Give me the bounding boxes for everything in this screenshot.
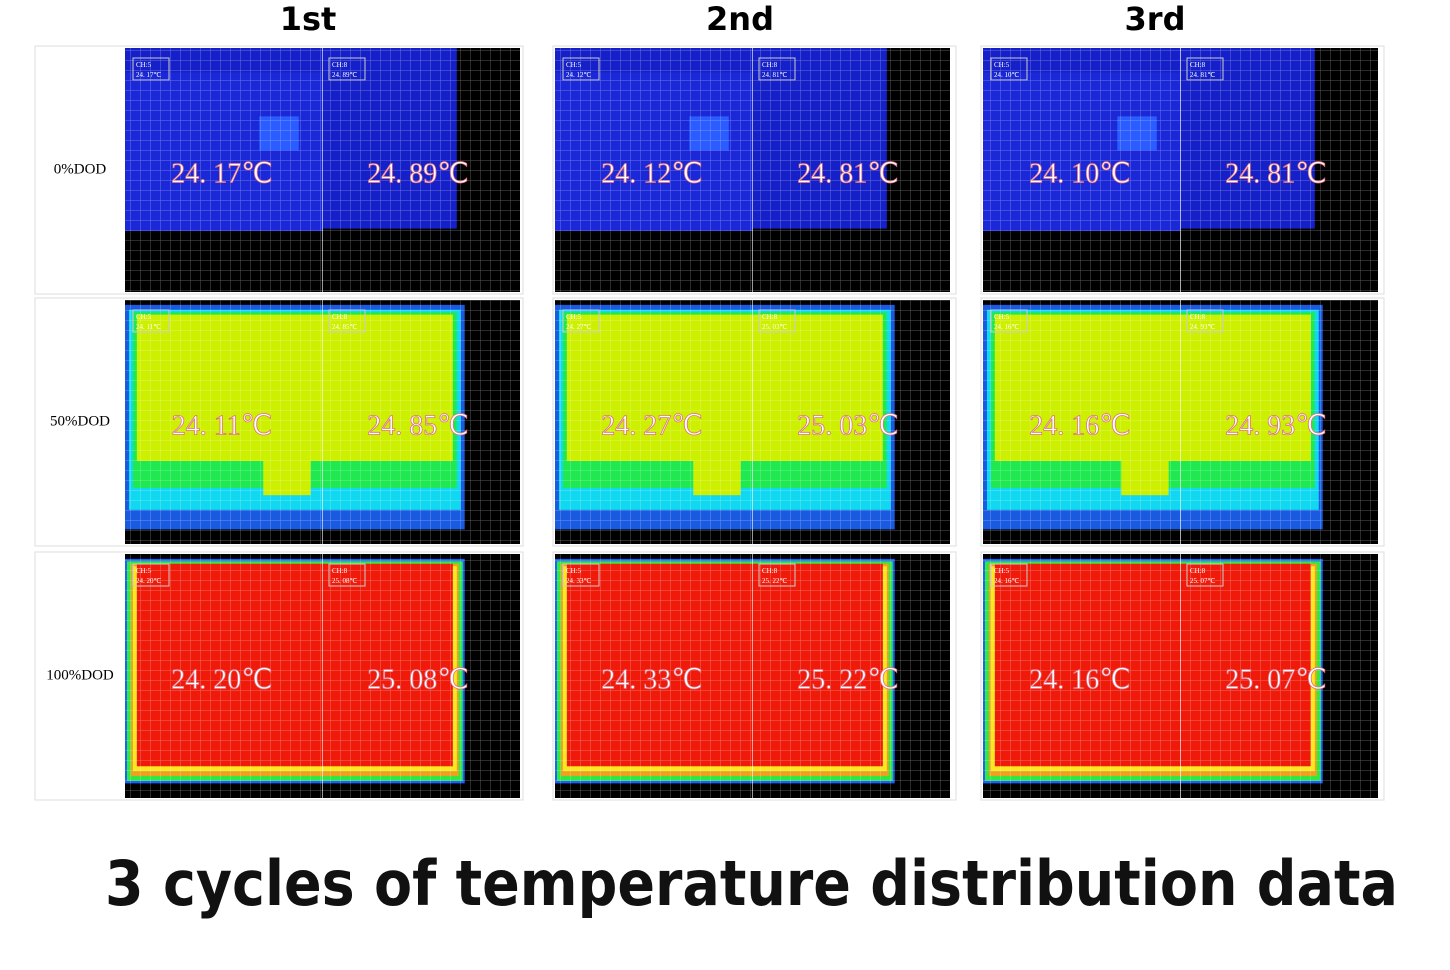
channel-box [758, 57, 796, 81]
column-header: 3rd [1125, 0, 1186, 38]
channel-temp: 24. 81℃ [762, 71, 788, 79]
channel-box [328, 563, 366, 587]
row-label: 50%DOD [50, 413, 110, 429]
channel-name: CH:8 [332, 567, 348, 575]
channel-box [1186, 309, 1224, 333]
channel-name: CH:5 [994, 567, 1010, 575]
temperature: 25. 07℃ [1225, 664, 1326, 695]
channel-name: CH:5 [566, 313, 582, 321]
channel-box [132, 563, 170, 587]
column-header: 2nd [706, 0, 774, 38]
channel-box [758, 563, 796, 587]
channel-name: CH:5 [136, 313, 152, 321]
channel-temp: 24. 11℃ [136, 323, 161, 331]
channel-temp: 24. 10℃ [994, 71, 1020, 79]
temperature: 24. 20℃ [171, 664, 272, 695]
channel-temp: 25. 08℃ [332, 577, 358, 585]
temperature: 24. 17℃ [171, 158, 272, 189]
row-label: 100%DOD [46, 667, 114, 683]
temperature: 24. 16℃ [1029, 664, 1130, 695]
channel-name: CH:8 [1190, 567, 1206, 575]
temperature: 24. 27℃ [601, 410, 702, 441]
channel-box [990, 309, 1028, 333]
column-header: 1st [280, 0, 337, 38]
channel-temp: 25. 07℃ [1190, 577, 1216, 585]
temperature: 24. 89℃ [367, 158, 468, 189]
channel-temp: 24. 20℃ [136, 577, 162, 585]
channel-name: CH:5 [994, 61, 1010, 69]
channel-name: CH:8 [762, 61, 778, 69]
temperature: 24. 85℃ [367, 410, 468, 441]
channel-temp: 24. 16℃ [994, 323, 1020, 331]
row-label: 0%DOD [54, 161, 107, 177]
channel-temp: 24. 93℃ [1190, 323, 1216, 331]
temperature: 24. 11℃ [172, 410, 272, 441]
temperature: 24. 33℃ [601, 664, 702, 695]
channel-box [1186, 563, 1224, 587]
channel-box [990, 57, 1028, 81]
channel-temp: 24. 89℃ [332, 71, 358, 79]
temperature: 24. 81℃ [797, 158, 898, 189]
channel-box [132, 309, 170, 333]
channel-name: CH:8 [1190, 61, 1206, 69]
temperature: 25. 03℃ [797, 410, 898, 441]
channel-box [328, 57, 366, 81]
channel-box [562, 57, 600, 81]
temperature: 24. 81℃ [1225, 158, 1326, 189]
channel-temp: 24. 12℃ [566, 71, 592, 79]
temperature: 24. 93℃ [1225, 410, 1326, 441]
temperature: 24. 16℃ [1029, 410, 1130, 441]
temperature: 25. 22℃ [797, 664, 898, 695]
temperature: 25. 08℃ [367, 664, 468, 695]
channel-name: CH:8 [762, 313, 778, 321]
channel-box [562, 563, 600, 587]
channel-temp: 24. 16℃ [994, 577, 1020, 585]
channel-name: CH:8 [332, 313, 348, 321]
channel-temp: 24. 17℃ [136, 71, 162, 79]
channel-box [562, 309, 600, 333]
channel-name: CH:5 [994, 313, 1010, 321]
channel-temp: 25. 22℃ [762, 577, 788, 585]
channel-box [758, 309, 796, 333]
channel-name: CH:8 [1190, 313, 1206, 321]
channel-name: CH:8 [332, 61, 348, 69]
channel-name: CH:5 [136, 61, 152, 69]
channel-box [1186, 57, 1224, 81]
channel-temp: 24. 27℃ [566, 323, 592, 331]
temperature: 24. 12℃ [601, 158, 702, 189]
channel-name: CH:8 [762, 567, 778, 575]
channel-temp: 24. 85℃ [332, 323, 358, 331]
channel-box [132, 57, 170, 81]
channel-box [990, 563, 1028, 587]
temperature: 24. 10℃ [1029, 158, 1130, 189]
channel-name: CH:5 [566, 567, 582, 575]
channel-box [328, 309, 366, 333]
channel-temp: 24. 33℃ [566, 577, 592, 585]
channel-temp: 25. 03℃ [762, 323, 788, 331]
channel-name: CH:5 [136, 567, 152, 575]
caption: 3 cycles of temperature distribution dat… [105, 847, 1398, 920]
channel-temp: 24. 81℃ [1190, 71, 1216, 79]
channel-name: CH:5 [566, 61, 582, 69]
